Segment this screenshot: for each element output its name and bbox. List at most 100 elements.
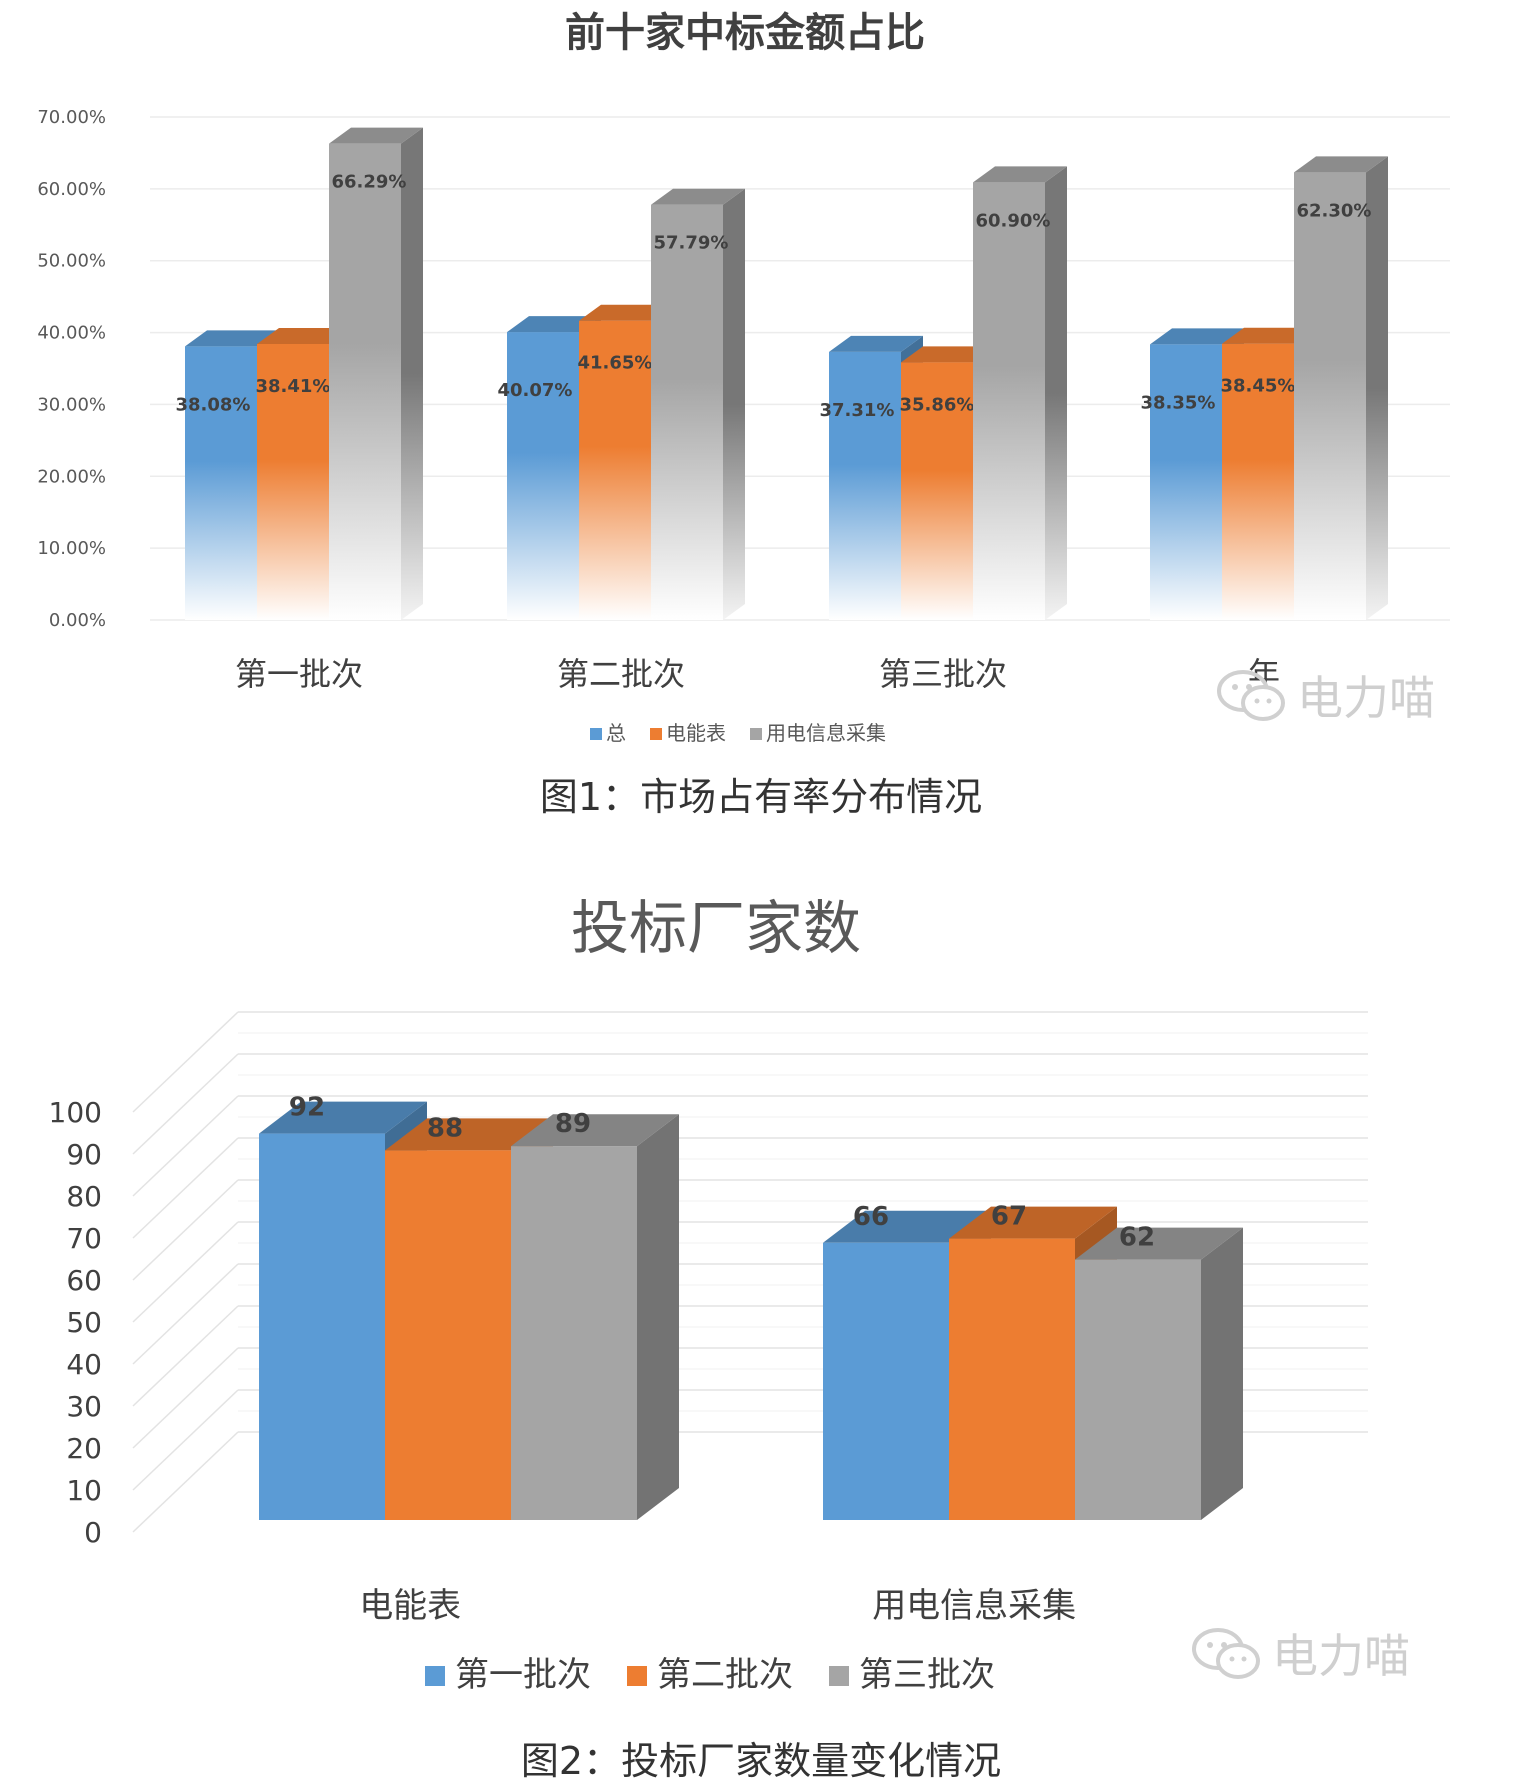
gridline-side	[132, 1137, 239, 1239]
legend-swatch	[650, 728, 662, 740]
bar	[1294, 172, 1366, 620]
bar	[1150, 344, 1222, 620]
gridline-side	[132, 1053, 239, 1155]
data-label: 38.41%	[256, 376, 331, 397]
y-tick-label: 70	[66, 1222, 102, 1255]
wechat-icon	[1217, 670, 1285, 721]
bar	[259, 1133, 385, 1520]
bar-top	[949, 1206, 1117, 1239]
data-label: 60.90%	[976, 210, 1051, 231]
y-tick-label: 100	[49, 1096, 102, 1129]
data-label: 66.29%	[332, 172, 407, 193]
chart-market-share: 0.00% 10.00% 20.00% 30.00% 40.00% 50.00% 60.00…	[37, 10, 1450, 745]
chart-title: 前十家中标金额占比	[565, 10, 925, 56]
x-category-label: 用电信息采集	[872, 1586, 1076, 1626]
bar-top	[901, 346, 995, 363]
gridline-side	[132, 1011, 239, 1113]
legend-label: 用电信息采集	[766, 721, 886, 745]
y-tick-label: 30.00%	[37, 394, 106, 415]
bar-top	[1294, 156, 1388, 173]
gridline-side	[132, 1347, 239, 1449]
y-tick-label: 0	[84, 1516, 102, 1549]
y-tick-label: 0.00%	[49, 610, 106, 631]
y-tick-label: 10.00%	[37, 538, 106, 559]
bar-side	[1366, 156, 1388, 620]
y-tick-label: 70.00%	[37, 107, 106, 128]
bar	[507, 332, 579, 620]
gridline-side	[132, 1221, 239, 1323]
y-tick-label: 80	[66, 1180, 102, 1213]
bar-side	[723, 188, 745, 621]
data-label: 88	[427, 1113, 463, 1143]
bar	[949, 1238, 1075, 1520]
bar-top	[385, 1118, 553, 1151]
legend-swatch	[425, 1666, 445, 1686]
bar	[1222, 343, 1294, 620]
bar-side	[1045, 166, 1067, 620]
bar	[973, 182, 1045, 620]
bar	[823, 1242, 949, 1520]
bar	[829, 351, 901, 620]
bar	[1075, 1259, 1201, 1520]
bar	[651, 204, 723, 621]
bar-top	[507, 316, 601, 333]
data-label: 37.31%	[820, 400, 895, 421]
bar	[511, 1146, 637, 1520]
bar	[257, 343, 329, 620]
gridline-side	[132, 1179, 239, 1281]
gridline-side	[132, 1431, 239, 1533]
legend-swatch	[627, 1666, 647, 1686]
bar-top	[1150, 328, 1244, 345]
data-label: 62.30%	[1297, 200, 1372, 221]
bar-top	[1222, 327, 1316, 344]
bar-top	[973, 166, 1067, 183]
bar	[185, 346, 257, 620]
bar-top	[823, 1210, 991, 1243]
watermark-2: 电力喵	[1190, 1620, 1410, 1686]
legend-label: 第二批次	[657, 1655, 793, 1695]
data-label: 40.07%	[498, 380, 573, 401]
y-tick-label: 20	[66, 1432, 102, 1465]
data-label: 62	[1119, 1223, 1155, 1253]
bar-side	[401, 127, 423, 620]
gridline-side	[132, 1389, 239, 1491]
wechat-icon	[1192, 1628, 1260, 1679]
y-tick-label: 40	[66, 1348, 102, 1381]
gridline-side	[132, 1305, 239, 1407]
chart-title: 投标厂家数	[571, 894, 861, 962]
watermark-1: 电力喵	[1215, 662, 1435, 728]
data-label: 38.08%	[176, 394, 251, 415]
data-label: 38.35%	[1141, 392, 1216, 413]
legend-swatch	[590, 728, 602, 740]
legend-label: 电能表	[666, 721, 726, 745]
legend-label: 总	[606, 721, 626, 745]
legend-label: 第一批次	[455, 1655, 591, 1695]
bar-top	[1075, 1227, 1243, 1260]
y-tick-label: 90	[66, 1138, 102, 1171]
watermark-text: 电力喵	[1297, 671, 1435, 725]
x-category-label: 电能表	[359, 1586, 461, 1626]
data-label: 35.86%	[900, 394, 975, 415]
bar	[579, 320, 651, 620]
figure-1-caption: 图1：市场占有率分布情况	[539, 775, 983, 819]
bar	[329, 143, 401, 620]
watermark-text: 电力喵	[1272, 1629, 1410, 1683]
data-label: 89	[555, 1109, 591, 1139]
y-tick-label: 50	[66, 1306, 102, 1339]
chart-bidder-count: 投标厂家数 0 10 20 30 40 50 60 70 80 90 100 92 88 89 电能表 66 67…	[49, 894, 1368, 1695]
bar-top	[511, 1114, 679, 1147]
gridline-side	[132, 1095, 239, 1197]
gridline-side	[132, 1263, 239, 1365]
y-tick-label: 20.00%	[37, 466, 106, 487]
x-category-label: 第一批次	[235, 655, 363, 693]
legend-swatch	[750, 728, 762, 740]
data-label: 57.79%	[654, 233, 729, 254]
data-label: 92	[289, 1093, 325, 1123]
bar-top	[257, 327, 351, 344]
data-label: 66	[853, 1202, 889, 1232]
y-tick-label: 30	[66, 1390, 102, 1423]
bar-top	[329, 127, 423, 144]
x-category-label: 第三批次	[879, 655, 1007, 693]
bar	[385, 1150, 511, 1520]
y-tick-label: 40.00%	[37, 323, 106, 344]
